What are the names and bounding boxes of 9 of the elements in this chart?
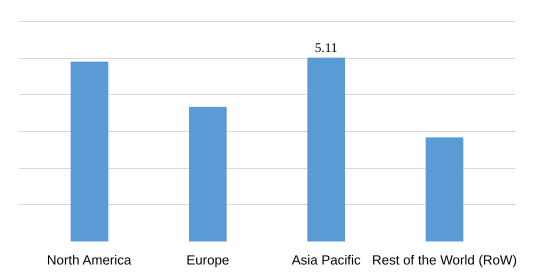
- data-label: 5.11: [314, 40, 338, 56]
- x-tick-label: Rest of the World (RoW): [372, 252, 517, 268]
- bar: [307, 58, 346, 242]
- bar: [426, 137, 464, 242]
- bar: [70, 62, 108, 242]
- x-tick-label: Europe: [186, 252, 230, 268]
- x-tick-label: Asia Pacific: [292, 252, 361, 268]
- x-tick-label: North America: [46, 252, 132, 268]
- bar: [188, 106, 227, 242]
